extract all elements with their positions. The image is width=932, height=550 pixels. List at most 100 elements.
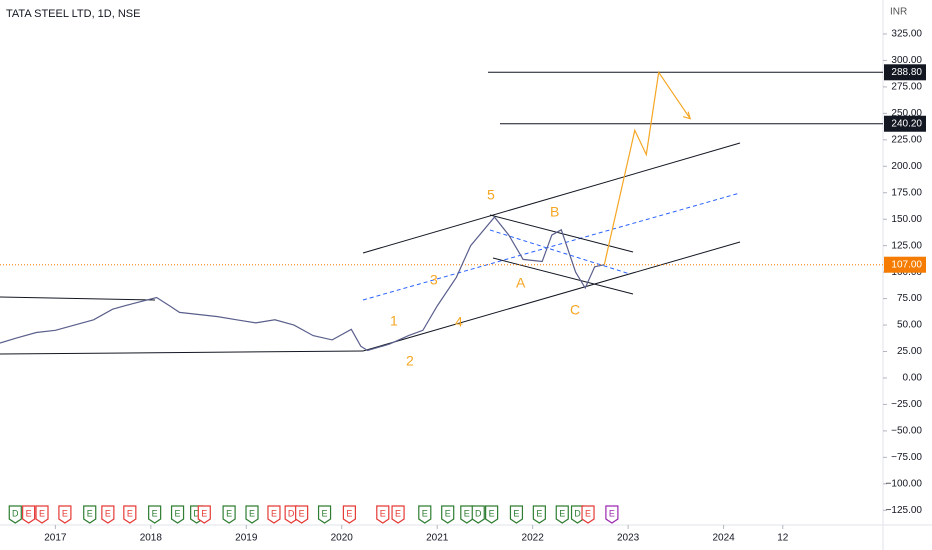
x-tick-label: 2023	[617, 533, 640, 544]
event-label: E	[152, 508, 158, 518]
x-tick-label: 2022	[522, 533, 545, 544]
y-tick-label: −50.00	[891, 426, 922, 437]
level-label: 240.20	[891, 118, 922, 129]
y-tick-label: −25.00	[891, 399, 922, 410]
trend-line	[362, 142, 741, 254]
event-marker	[35, 505, 49, 524]
event-marker	[605, 505, 619, 524]
event-marker	[441, 505, 455, 524]
wave-label: 2	[406, 353, 414, 369]
event-label: E	[201, 508, 207, 518]
event-marker	[245, 505, 259, 524]
x-tick-label: 2020	[331, 533, 354, 544]
event-label: E	[226, 508, 232, 518]
projection-arrow	[683, 111, 692, 120]
event-marker	[22, 505, 36, 524]
event-marker	[509, 505, 524, 524]
wave-label: 5	[487, 187, 495, 203]
event-label: E	[380, 508, 386, 518]
event-label: E	[536, 508, 542, 518]
event-marker	[123, 505, 137, 524]
level-tag	[884, 115, 926, 132]
y-tick-label: 325.00	[891, 29, 922, 40]
event-marker	[460, 505, 474, 524]
event-marker	[197, 505, 211, 524]
event-label: E	[422, 508, 428, 518]
event-label: D	[574, 508, 581, 518]
event-label: E	[299, 508, 305, 518]
channel-midline	[489, 229, 631, 275]
event-label: E	[395, 508, 401, 518]
event-marker	[532, 505, 546, 524]
level-label: 288.80	[891, 67, 922, 78]
wave-label: 3	[430, 272, 438, 288]
event-marker	[317, 505, 332, 524]
y-tick-label: 75.00	[897, 293, 922, 304]
event-marker	[222, 505, 236, 524]
x-tick-label: 2024	[712, 533, 735, 544]
event-label: E	[249, 508, 255, 518]
y-tick-label: 150.00	[891, 214, 922, 225]
event-marker	[83, 505, 97, 524]
trend-line	[362, 241, 741, 352]
last-price-label: 107.00	[891, 259, 922, 270]
y-tick-label: 175.00	[891, 187, 922, 198]
y-tick-label: 225.00	[891, 134, 922, 145]
event-label: E	[39, 508, 45, 518]
event-marker	[148, 505, 162, 524]
wave-label: B	[550, 204, 559, 220]
y-tick-label: −75.00	[891, 452, 922, 463]
event-marker	[58, 505, 72, 524]
last-price-tag	[884, 256, 926, 273]
event-label: E	[26, 508, 32, 518]
x-tick-label: 2017	[44, 533, 67, 544]
price-line	[0, 216, 605, 352]
event-marker	[170, 505, 185, 524]
event-marker	[485, 505, 499, 524]
wave-label: 4	[455, 314, 463, 330]
trend-line	[492, 257, 634, 295]
x-tick-label: 2019	[235, 533, 258, 544]
event-marker	[342, 505, 356, 524]
event-label: E	[489, 508, 495, 518]
y-tick-label: −125.00	[886, 505, 923, 516]
axis-unit: INR	[890, 7, 907, 18]
event-label: E	[513, 508, 519, 518]
x-tick-label: 12	[777, 533, 789, 544]
event-label: E	[62, 508, 68, 518]
event-marker	[391, 505, 405, 524]
wave-label: A	[516, 275, 526, 291]
event-marker	[295, 505, 309, 524]
channel-midline	[362, 192, 741, 301]
event-label: E	[464, 508, 470, 518]
y-tick-label: 25.00	[897, 346, 922, 357]
x-tick-label: 2021	[426, 533, 449, 544]
event-label: E	[322, 508, 328, 518]
event-label: E	[105, 508, 111, 518]
y-tick-label: 0.00	[903, 373, 923, 384]
y-tick-label: 50.00	[897, 320, 922, 331]
event-label: E	[445, 508, 451, 518]
event-label: E	[585, 508, 591, 518]
event-marker	[418, 505, 432, 524]
y-tick-label: 125.00	[891, 240, 922, 251]
trend-line	[0, 350, 364, 355]
event-marker	[581, 505, 595, 524]
event-label: E	[271, 508, 277, 518]
chart-title: TATA STEEL LTD, 1D, NSE	[6, 8, 140, 20]
wave-label: 1	[390, 313, 398, 329]
event-marker	[8, 505, 22, 524]
trend-line	[0, 296, 156, 301]
event-marker	[471, 505, 485, 524]
event-label: E	[346, 508, 352, 518]
event-label: E	[175, 508, 181, 518]
event-marker	[267, 505, 281, 524]
event-label: E	[127, 508, 133, 518]
event-label: D	[475, 508, 482, 518]
event-marker	[376, 505, 390, 524]
x-tick-label: 2018	[140, 533, 163, 544]
event-label: E	[609, 508, 615, 518]
y-tick-label: 200.00	[891, 161, 922, 172]
